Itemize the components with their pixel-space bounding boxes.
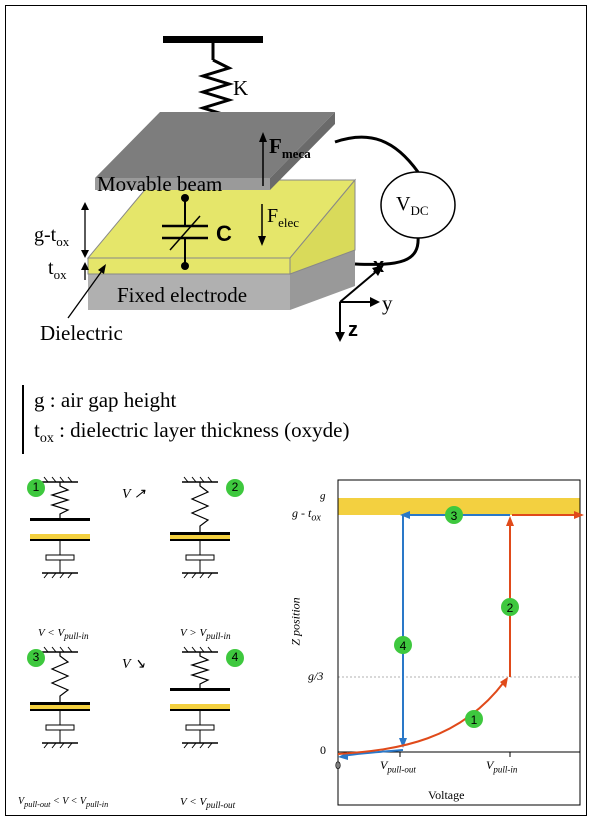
- state-3-marker: [27, 649, 45, 667]
- xtick-pullout: Vpull-out: [380, 758, 416, 775]
- chart-marker-3-label: 3: [450, 509, 458, 523]
- arrow-up-label: V ↗: [122, 487, 146, 502]
- legend: g : air gap height tox : dielectric laye…: [22, 385, 350, 455]
- electrode-label: Fixed electrode: [117, 283, 248, 307]
- anchor-bar: [163, 36, 263, 43]
- beam-front: [95, 178, 270, 190]
- cap-label: C: [216, 221, 232, 246]
- capacitor-schematic: [67, 36, 456, 342]
- state-2-num: 2: [231, 480, 239, 494]
- gap-label: g-tox: [34, 224, 70, 249]
- voltage-source: [380, 171, 456, 239]
- state-4-num: 4: [231, 650, 239, 664]
- chart-marker-1-label: 1: [470, 713, 478, 727]
- ytick-top-sup: g: [320, 490, 326, 502]
- state-2-marker: [226, 479, 244, 497]
- state-2-panel: [170, 476, 230, 579]
- xtick-pullin: Vpull-in: [486, 758, 518, 775]
- pull-in-curve: [337, 681, 505, 755]
- force-meca-label: Fmeca: [269, 134, 311, 162]
- figure-frame: [5, 5, 587, 816]
- state-3-num: 3: [32, 650, 40, 664]
- state-panels: [27, 476, 244, 749]
- state-4-panel: [170, 646, 230, 749]
- beam-side: [270, 112, 335, 190]
- state-1-cond: V < Vpull-in: [38, 627, 89, 642]
- axis-z-label: z: [348, 319, 358, 341]
- arrow-down-label: V ↘: [122, 657, 146, 672]
- ytick-zero: 0: [320, 743, 326, 757]
- axis-y-label: y: [382, 291, 393, 315]
- state-1-num: 1: [32, 480, 40, 494]
- state-2-cond: V > Vpull-in: [180, 627, 231, 642]
- chart-marker-4-label: 4: [399, 639, 407, 653]
- chart-marker-3: [445, 506, 463, 524]
- state-4-marker: [226, 649, 244, 667]
- chart-marker-2: [501, 598, 519, 616]
- state-1-marker: [27, 479, 45, 497]
- legend-line-tox: tox : dielectric layer thickness (oxyde): [34, 418, 350, 447]
- beam-top: [95, 112, 335, 178]
- ytick-mid: g/3: [308, 669, 324, 683]
- state-1-panel: [30, 476, 90, 579]
- state-4-cond: V < Vpull-out: [180, 796, 236, 811]
- chart-marker-2-label: 2: [506, 601, 514, 615]
- axis-x-label: x: [373, 255, 385, 277]
- gap-band: [338, 498, 580, 515]
- electrode-side: [290, 250, 355, 310]
- dielectric-label: Dielectric: [40, 321, 123, 345]
- state-3-panel: [30, 646, 90, 749]
- source-label: VDC: [396, 193, 429, 218]
- chart-marker-4: [394, 636, 412, 654]
- chart-ylabel: Z position: [288, 597, 303, 646]
- force-elec-label: Felec: [267, 205, 300, 230]
- chart-xlabel: Voltage: [428, 788, 465, 802]
- state-3-cond: Vpull-out < V < Vpull-in: [18, 796, 109, 809]
- ytick-top: g - tox: [292, 506, 321, 524]
- dielectric-side: [289, 178, 356, 275]
- plot-frame: [337, 479, 581, 806]
- spring-label: K: [233, 76, 249, 100]
- xtick-zero: 0: [335, 758, 341, 772]
- legend-line-g: g : air gap height: [34, 388, 177, 412]
- chart-marker-1: [465, 710, 483, 728]
- beam-label: Movable beam: [97, 172, 223, 196]
- hysteresis-chart: [337, 479, 584, 806]
- electrode-front: [88, 274, 290, 310]
- tox-label: tox: [48, 257, 67, 282]
